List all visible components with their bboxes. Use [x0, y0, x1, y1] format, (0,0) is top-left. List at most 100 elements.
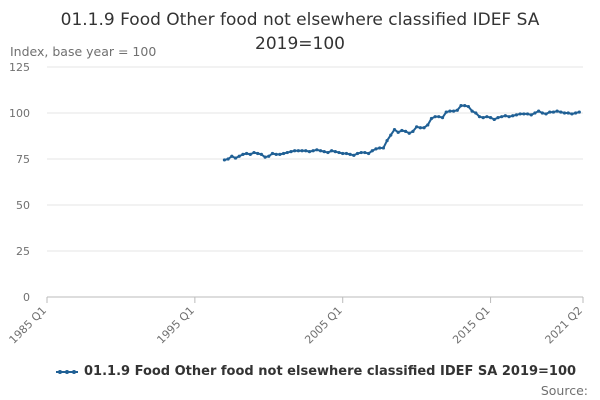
data-point[interactable] [525, 112, 530, 116]
data-point[interactable] [281, 151, 286, 156]
data-point[interactable] [389, 133, 393, 137]
data-point[interactable] [485, 115, 489, 119]
data-point[interactable] [415, 125, 419, 129]
data-point[interactable] [256, 151, 260, 156]
data-point[interactable] [470, 109, 474, 113]
data-point[interactable] [359, 150, 363, 155]
data-point[interactable] [304, 149, 308, 153]
data-point[interactable] [385, 139, 389, 143]
data-point[interactable] [459, 104, 463, 108]
data-point[interactable] [355, 151, 360, 156]
data-point[interactable] [326, 150, 330, 155]
data-point[interactable] [437, 115, 441, 119]
data-point[interactable] [407, 131, 411, 135]
data-point[interactable] [429, 116, 434, 121]
data-point[interactable] [570, 112, 574, 116]
data-point[interactable] [507, 115, 511, 119]
y-tick-label: 125 [9, 61, 30, 74]
data-point[interactable] [300, 149, 304, 153]
data-point[interactable] [293, 149, 297, 153]
data-point[interactable] [285, 150, 289, 155]
data-point[interactable] [381, 146, 385, 150]
data-point[interactable] [422, 126, 426, 130]
data-point[interactable] [233, 156, 238, 160]
data-point[interactable] [559, 110, 563, 114]
data-point[interactable] [463, 104, 467, 108]
x-axis-ticks: 1985 Q1 1995 Q1 2005 Q1 2015 Q1 2021 Q2 [7, 297, 585, 346]
data-point[interactable] [296, 149, 300, 153]
data-point[interactable] [222, 158, 227, 162]
data-point[interactable] [318, 149, 323, 153]
data-point[interactable] [488, 116, 493, 120]
data-point[interactable] [352, 153, 356, 157]
data-point[interactable] [241, 152, 245, 156]
data-point[interactable] [374, 147, 378, 151]
data-point[interactable] [311, 149, 315, 153]
data-point[interactable] [533, 111, 537, 115]
legend[interactable]: 01.1.9 Food Other food not elsewhere cla… [56, 364, 576, 379]
data-point[interactable] [577, 110, 581, 114]
data-point[interactable] [392, 127, 397, 132]
data-point[interactable] [496, 116, 500, 120]
data-point[interactable] [278, 152, 282, 156]
data-point[interactable] [500, 115, 504, 119]
data-point[interactable] [403, 129, 408, 133]
data-point[interactable] [315, 148, 319, 152]
data-point[interactable] [263, 155, 267, 159]
data-point[interactable] [518, 112, 522, 116]
data-point[interactable] [492, 117, 496, 122]
data-point[interactable] [418, 126, 422, 130]
data-point[interactable] [481, 116, 485, 120]
data-point[interactable] [252, 150, 256, 155]
data-point[interactable] [248, 152, 252, 156]
data-point[interactable] [477, 115, 482, 119]
data-point[interactable] [396, 130, 400, 134]
data-point[interactable] [245, 151, 249, 156]
data-point[interactable] [259, 152, 263, 156]
data-point[interactable] [544, 112, 548, 116]
data-point[interactable] [270, 151, 275, 156]
data-point[interactable] [466, 104, 471, 109]
data-point[interactable] [537, 109, 541, 113]
data-point[interactable] [333, 150, 337, 154]
data-point[interactable] [330, 149, 334, 153]
data-point[interactable] [452, 109, 456, 113]
data-point[interactable] [322, 150, 326, 154]
data-point[interactable] [448, 109, 452, 113]
data-point[interactable] [307, 150, 312, 154]
data-point[interactable] [540, 111, 544, 115]
data-point[interactable] [230, 154, 234, 158]
data-point[interactable] [574, 111, 578, 115]
data-point[interactable] [337, 150, 341, 155]
data-point[interactable] [289, 150, 293, 154]
data-point[interactable] [237, 154, 241, 158]
data-point[interactable] [426, 123, 430, 127]
data-point[interactable] [566, 111, 570, 115]
data-point[interactable] [522, 112, 526, 116]
data-point[interactable] [433, 115, 437, 119]
data-point[interactable] [367, 151, 371, 156]
data-point[interactable] [226, 157, 230, 161]
data-point[interactable] [562, 111, 567, 115]
data-point[interactable] [363, 150, 367, 155]
data-point[interactable] [503, 114, 507, 118]
data-point[interactable] [529, 113, 533, 117]
data-point[interactable] [341, 151, 345, 156]
data-point[interactable] [344, 151, 349, 156]
data-point[interactable] [514, 113, 519, 117]
data-point[interactable] [411, 129, 415, 133]
data-point[interactable] [348, 152, 352, 156]
data-point[interactable] [551, 110, 556, 114]
data-point[interactable] [370, 149, 374, 153]
data-point[interactable] [440, 116, 445, 120]
data-point[interactable] [267, 154, 271, 158]
data-point[interactable] [444, 110, 448, 114]
data-point[interactable] [474, 111, 478, 115]
data-point[interactable] [511, 114, 515, 118]
data-point[interactable] [548, 110, 552, 114]
data-point[interactable] [274, 152, 278, 156]
data-point[interactable] [555, 109, 559, 113]
data-point[interactable] [455, 108, 459, 112]
data-point[interactable] [378, 146, 382, 150]
data-point[interactable] [400, 128, 404, 133]
